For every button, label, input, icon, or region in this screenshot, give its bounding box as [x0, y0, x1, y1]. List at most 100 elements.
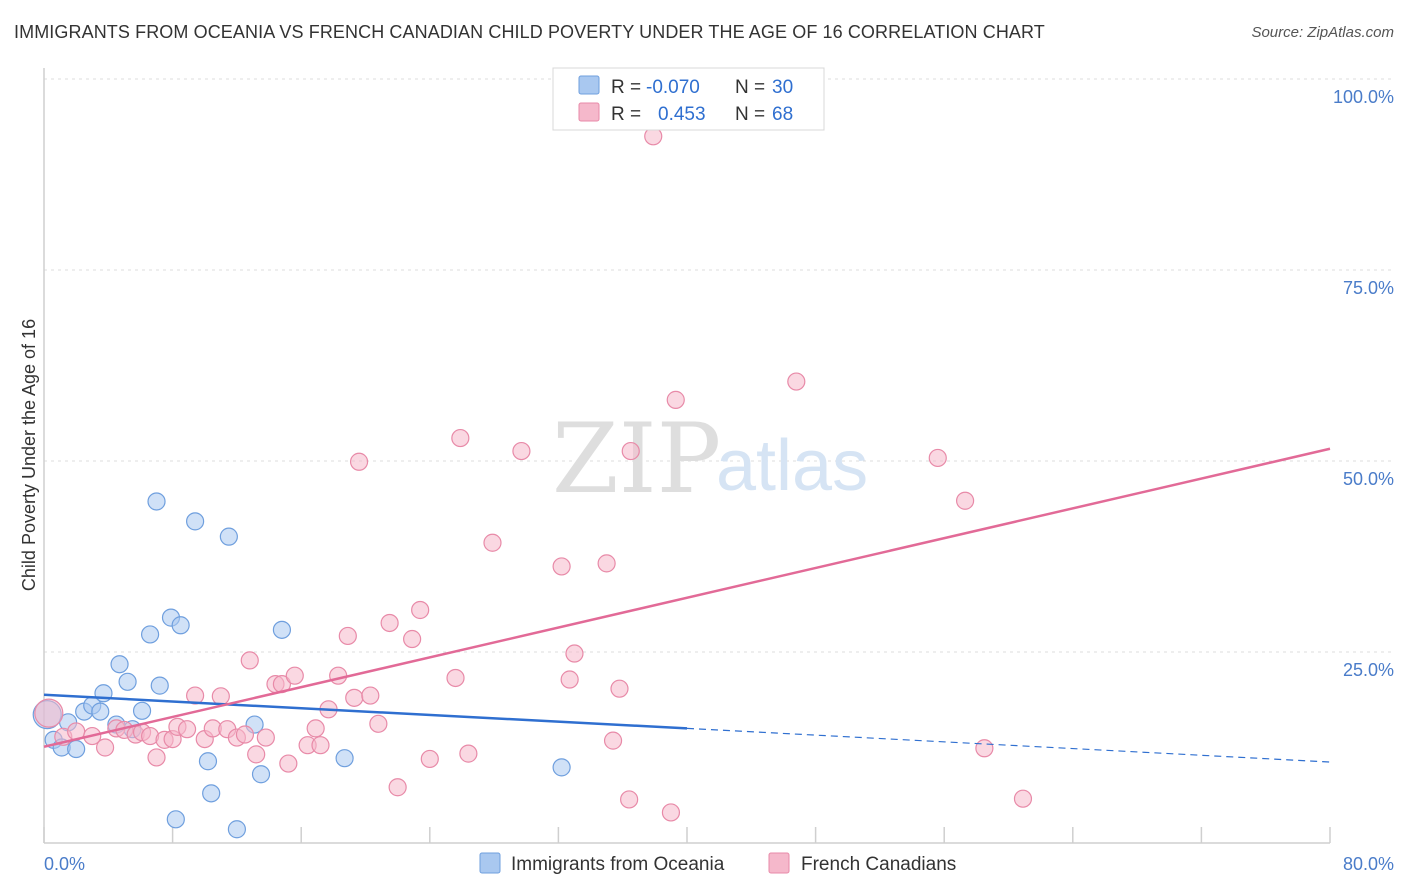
point-french-canadian	[483, 533, 502, 552]
correlation-legend: R = -0.070 N = 30 R = 0.453 N = 68	[552, 67, 825, 131]
chart-title: IMMIGRANTS FROM OCEANIA VS FRENCH CANADI…	[14, 22, 1045, 42]
trend-lines	[43, 447, 1331, 763]
legend-swatch-french	[578, 102, 600, 122]
point-french-canadian	[34, 698, 64, 728]
point-oceania	[91, 702, 110, 721]
point-french-canadian	[1013, 789, 1033, 808]
legend-swatch-oceania	[578, 75, 600, 95]
point-french-canadian	[240, 651, 259, 670]
point-french-canadian	[512, 441, 531, 461]
point-oceania	[198, 752, 218, 771]
point-oceania	[552, 758, 571, 777]
point-french-canadian	[928, 448, 947, 468]
point-french-canadian	[603, 731, 623, 750]
point-french-canadian	[459, 744, 478, 763]
point-oceania	[227, 820, 246, 839]
legend-swatch-oceania	[479, 852, 501, 874]
point-french-canadian	[256, 728, 275, 747]
point-french-canadian	[411, 600, 430, 620]
point-french-canadian	[661, 803, 681, 822]
point-french-canadian	[211, 687, 230, 706]
point-oceania	[335, 749, 354, 768]
legend-label-oceania: Immigrants from Oceania	[511, 854, 725, 875]
legend-r-label: R =	[611, 104, 641, 125]
watermark: ZIP atlas	[552, 403, 868, 515]
point-french-canadian	[666, 390, 685, 409]
point-french-canadian	[446, 668, 465, 688]
point-french-canadian	[186, 686, 205, 705]
watermark-atlas: atlas	[716, 426, 868, 506]
point-oceania	[132, 701, 152, 720]
point-french-canadian	[388, 778, 407, 797]
y-tick-label: 100.0%	[1333, 87, 1394, 107]
legend-swatch-french	[768, 852, 790, 874]
point-french-canadian	[279, 754, 298, 773]
point-french-canadian	[610, 679, 629, 698]
chart-source: Source: ZipAtlas.com	[1251, 24, 1394, 41]
point-oceania	[110, 655, 129, 674]
point-french-canadian	[95, 738, 115, 757]
legend-r-label: R =	[611, 77, 641, 98]
legend-n-value: 30	[772, 77, 793, 98]
trend-line-oceania	[43, 693, 688, 730]
y-axis-label: Child Poverty Under the Age of 16	[19, 319, 39, 591]
x-tick-labels: 0.0% 80.0%	[44, 854, 1394, 874]
legend-n-label: N =	[735, 77, 765, 98]
y-tick-label: 75.0%	[1343, 278, 1394, 298]
point-french-canadian	[451, 428, 470, 448]
point-french-canadian	[147, 748, 166, 767]
x-tick-label: 0.0%	[44, 854, 85, 874]
point-oceania	[202, 784, 221, 803]
point-french-canadian	[620, 790, 639, 809]
point-french-canadian	[329, 666, 348, 685]
point-oceania	[166, 810, 185, 829]
trend-line-french-canadian	[43, 447, 1331, 748]
point-french-canadian	[349, 452, 369, 471]
watermark-zip: ZIP	[552, 403, 721, 515]
series-legend: Immigrants from Oceania French Canadians	[479, 852, 956, 875]
point-french-canadian	[787, 372, 806, 391]
grid-lines	[44, 78, 1394, 653]
point-oceania	[67, 739, 86, 759]
point-french-canadian	[369, 714, 388, 733]
point-french-canadian	[955, 491, 975, 510]
point-french-canadian	[285, 666, 304, 685]
point-french-canadian	[345, 688, 364, 707]
point-oceania	[140, 625, 160, 644]
point-french-canadian	[235, 725, 255, 744]
point-oceania	[118, 672, 137, 691]
point-french-canadian	[560, 670, 579, 689]
legend-n-value: 68	[772, 104, 793, 125]
data-points	[32, 127, 1033, 839]
point-french-canadian	[552, 557, 571, 576]
x-tick-label: 80.0%	[1343, 854, 1394, 874]
point-french-canadian	[403, 629, 422, 649]
point-oceania	[251, 765, 271, 784]
point-french-canadian	[338, 626, 357, 646]
point-french-canadian	[311, 736, 330, 755]
y-tick-labels: 100.0% 75.0% 50.0% 25.0%	[1333, 87, 1394, 680]
legend-label-french: French Canadians	[801, 854, 956, 875]
point-french-canadian	[420, 749, 439, 769]
point-french-canadian	[565, 644, 584, 663]
point-french-canadian	[597, 554, 616, 573]
legend-n-label: N =	[735, 104, 765, 125]
point-oceania	[219, 527, 238, 546]
point-french-canadian	[306, 719, 325, 738]
point-french-canadian	[247, 745, 266, 764]
point-oceania	[150, 676, 169, 695]
legend-r-value: -0.070	[646, 77, 700, 98]
y-tick-label: 50.0%	[1343, 469, 1394, 489]
point-oceania	[147, 492, 166, 511]
y-tick-label: 25.0%	[1343, 660, 1394, 680]
point-french-canadian	[975, 739, 994, 758]
point-french-canadian	[177, 720, 197, 739]
point-oceania	[171, 616, 190, 635]
trend-line-oceania-extension	[686, 727, 1331, 763]
point-french-canadian	[361, 686, 380, 705]
point-oceania	[186, 512, 205, 531]
point-oceania	[272, 620, 292, 639]
point-french-canadian	[380, 613, 399, 633]
legend-r-value: 0.453	[658, 104, 706, 125]
